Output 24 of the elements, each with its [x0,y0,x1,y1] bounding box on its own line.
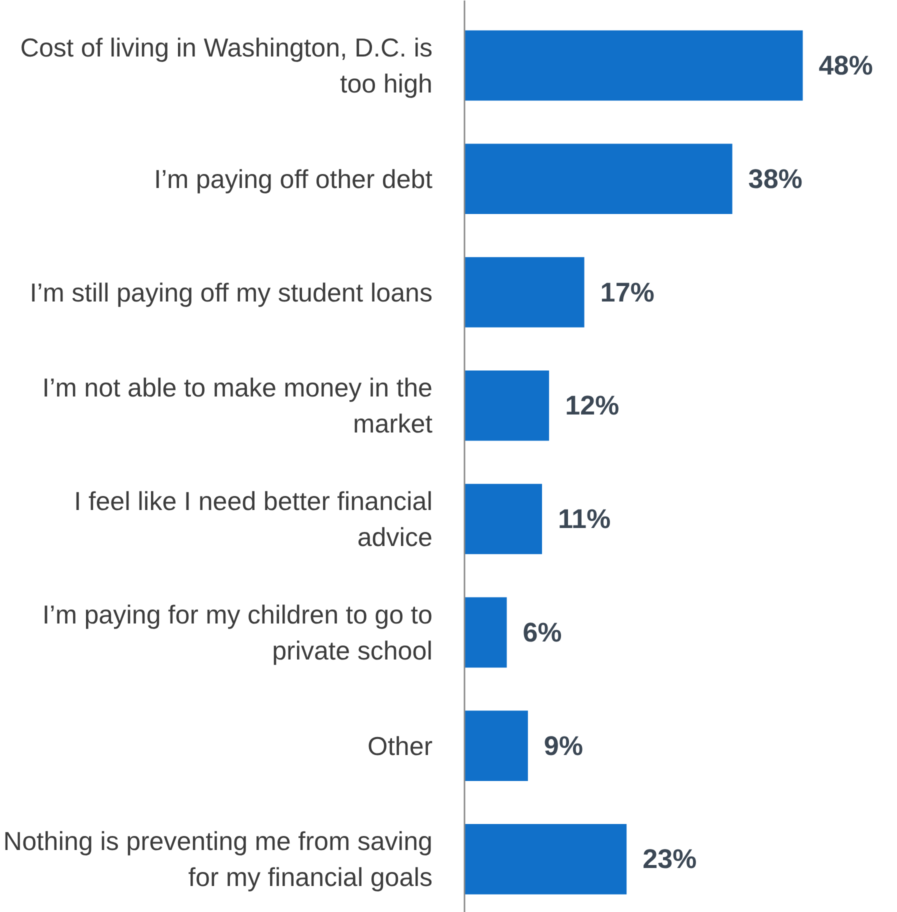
y-tick-label: Other [367,730,433,761]
data-label: 17% [600,277,654,308]
bar [464,597,507,668]
bar [464,370,550,441]
data-label: 11% [558,504,611,534]
y-tick-label: I’m paying off other debt [154,164,434,194]
y-tick-label: I’m paying for my children to go to private school [42,599,433,666]
data-label: 38% [748,164,802,194]
y-tick-label: I’m not able to make money in the market [42,372,434,439]
bar [464,824,627,894]
data-label: 6% [522,617,562,648]
data-label: 48% [818,50,873,80]
bar [464,30,803,101]
bar [464,257,584,328]
y-tick-label: Nothing is preventing me from saving for my financial goals [3,826,433,892]
bar [464,144,732,214]
y-tick-label: I feel like I need better financial advice [74,486,433,552]
bar [464,710,528,781]
bar [464,484,542,554]
y-tick-label: I’m still paying off my student loans [30,277,433,308]
data-label: 12% [565,390,620,421]
data-label: 23% [642,844,697,874]
data-label: 9% [544,730,583,761]
y-tick-label: Cost of living in Washington, D.C. is too high [20,32,433,98]
